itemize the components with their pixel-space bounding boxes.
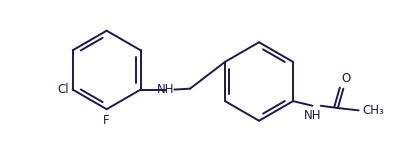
Text: NH: NH bbox=[304, 109, 322, 122]
Text: CH₃: CH₃ bbox=[362, 104, 384, 117]
Text: NH: NH bbox=[157, 83, 175, 96]
Text: Cl: Cl bbox=[57, 83, 69, 96]
Text: O: O bbox=[341, 72, 350, 85]
Text: F: F bbox=[103, 114, 110, 127]
